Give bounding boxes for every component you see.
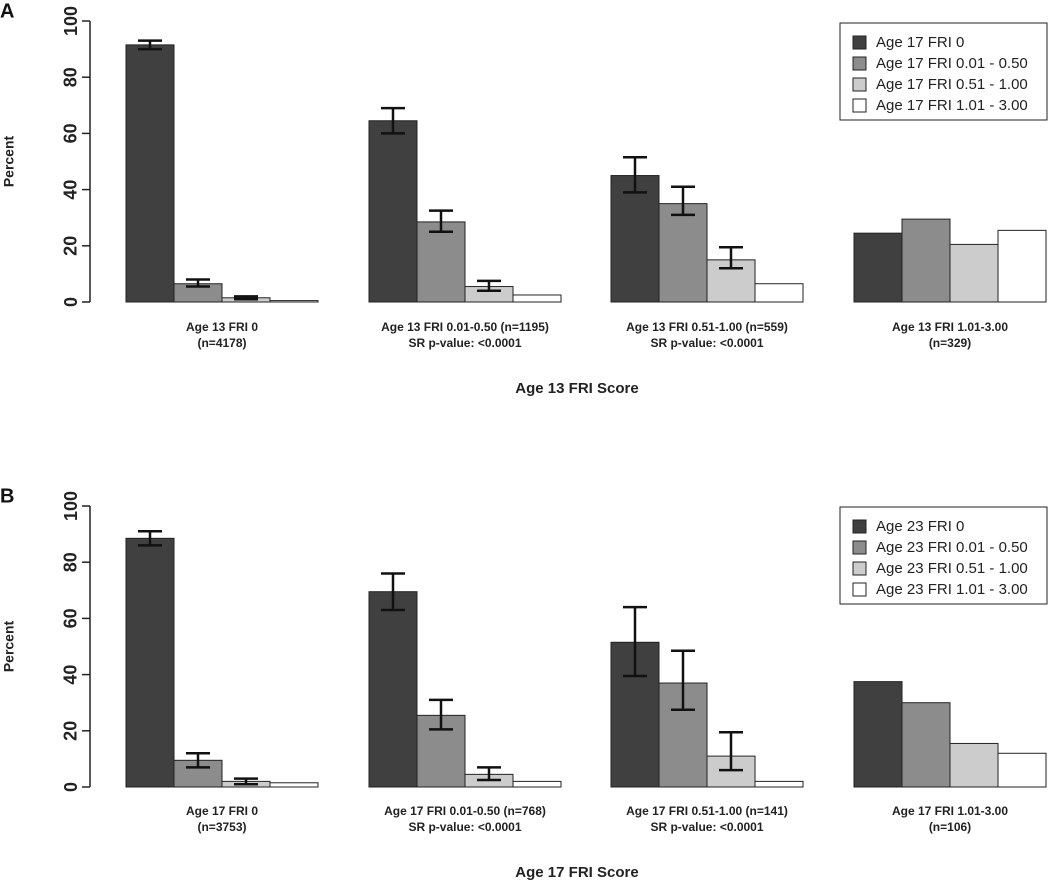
bar [368, 591, 418, 788]
category-label: Age 17 FRI 0.01-0.50 (n=768) [384, 804, 546, 818]
y-tick-label: 20 [61, 236, 81, 256]
legend-swatch [852, 561, 867, 576]
legend-swatch [852, 56, 867, 71]
legend-entry: Age 23 FRI 0.01 - 0.50 [876, 539, 1028, 556]
legend-swatch [852, 540, 867, 555]
category-sublabel: SR p-value: <0.0001 [650, 336, 763, 350]
category-label: Age 13 FRI 0.51-1.00 (n=559) [626, 320, 788, 334]
category-sublabel: SR p-value: <0.0001 [408, 820, 521, 834]
legend-swatch [852, 35, 867, 50]
y-tick-label: 40 [61, 665, 81, 685]
bar [949, 742, 999, 788]
legend-swatch [852, 582, 867, 597]
category-sublabel: (n=329) [929, 336, 971, 350]
x-axis-label: Age 13 FRI Score [515, 380, 638, 397]
legend-entry: Age 23 FRI 0 [876, 518, 964, 535]
bar [512, 780, 562, 788]
panel-b: B 0 20 40 60 80 100 Percent Age 17 FRI 0 (n=3753)… [0, 485, 1048, 881]
y-tick-label: 0 [61, 297, 81, 307]
bar [658, 203, 708, 303]
y-tick-label: 60 [61, 123, 81, 143]
bar [853, 232, 903, 303]
bar [901, 218, 951, 303]
legend-box [839, 506, 1048, 605]
y-axis-label: Percent [1, 135, 17, 187]
bar [997, 229, 1047, 303]
legend-swatch [852, 77, 867, 92]
legend: Age 23 FRI 0 Age 23 FRI 0.01 - 0.50 Age 23… [839, 506, 1048, 605]
y-tick-label: 80 [61, 552, 81, 572]
y-tick-label: 60 [61, 608, 81, 628]
bar [269, 782, 319, 788]
bar [269, 300, 319, 303]
legend-box [839, 22, 1048, 121]
legend-entry: Age 23 FRI 0.51 - 1.00 [876, 560, 1028, 577]
x-axis-label: Age 17 FRI Score [515, 864, 638, 881]
bar [125, 537, 175, 788]
legend-entry: Age 17 FRI 0.51 - 1.00 [876, 76, 1028, 93]
bar [901, 702, 951, 788]
bar [949, 243, 999, 303]
bar [125, 44, 175, 303]
panel-label: B [0, 485, 14, 507]
y-tick-label: 100 [61, 491, 81, 521]
bar [754, 780, 804, 788]
legend-entry: Age 17 FRI 1.01 - 3.00 [876, 97, 1028, 114]
category-label: Age 13 FRI 0.01-0.50 (n=1195) [381, 320, 549, 334]
legend-entry: Age 23 FRI 1.01 - 3.00 [876, 581, 1028, 598]
y-tick-label: 100 [61, 6, 81, 36]
panel-a: A 0 20 40 60 80 100 Percent Age 13 FRI 0 (n=4178)… [0, 0, 1048, 397]
y-tick-label: 80 [61, 67, 81, 87]
y-axis-label: Percent [1, 620, 17, 672]
bar [997, 752, 1047, 788]
bar [512, 294, 562, 303]
legend: Age 17 FRI 0 Age 17 FRI 0.01 - 0.50 Age 17… [839, 22, 1048, 121]
category-label: Age 13 FRI 1.01-3.00 [892, 320, 1008, 334]
bar [754, 283, 804, 303]
category-sublabel: SR p-value: <0.0001 [408, 336, 521, 350]
bar [610, 175, 660, 303]
bar [853, 681, 903, 788]
y-tick-label: 40 [61, 180, 81, 200]
category-label: Age 13 FRI 0 [186, 320, 258, 334]
panel-label: A [0, 0, 14, 22]
y-tick-label: 0 [61, 782, 81, 792]
y-tick-label: 20 [61, 721, 81, 741]
category-sublabel: (n=3753) [197, 820, 246, 834]
category-sublabel: (n=4178) [197, 336, 246, 350]
legend-swatch [852, 519, 867, 534]
legend-entry: Age 17 FRI 0.01 - 0.50 [876, 55, 1028, 72]
bar [416, 221, 466, 303]
category-sublabel: SR p-value: <0.0001 [650, 820, 763, 834]
legend-swatch [852, 98, 867, 113]
legend-entry: Age 17 FRI 0 [876, 34, 964, 51]
category-label: Age 17 FRI 0 [186, 804, 258, 818]
bar [368, 120, 418, 303]
category-sublabel: (n=106) [929, 820, 971, 834]
category-label: Age 17 FRI 1.01-3.00 [892, 804, 1008, 818]
category-label: Age 17 FRI 0.51-1.00 (n=141) [626, 804, 788, 818]
